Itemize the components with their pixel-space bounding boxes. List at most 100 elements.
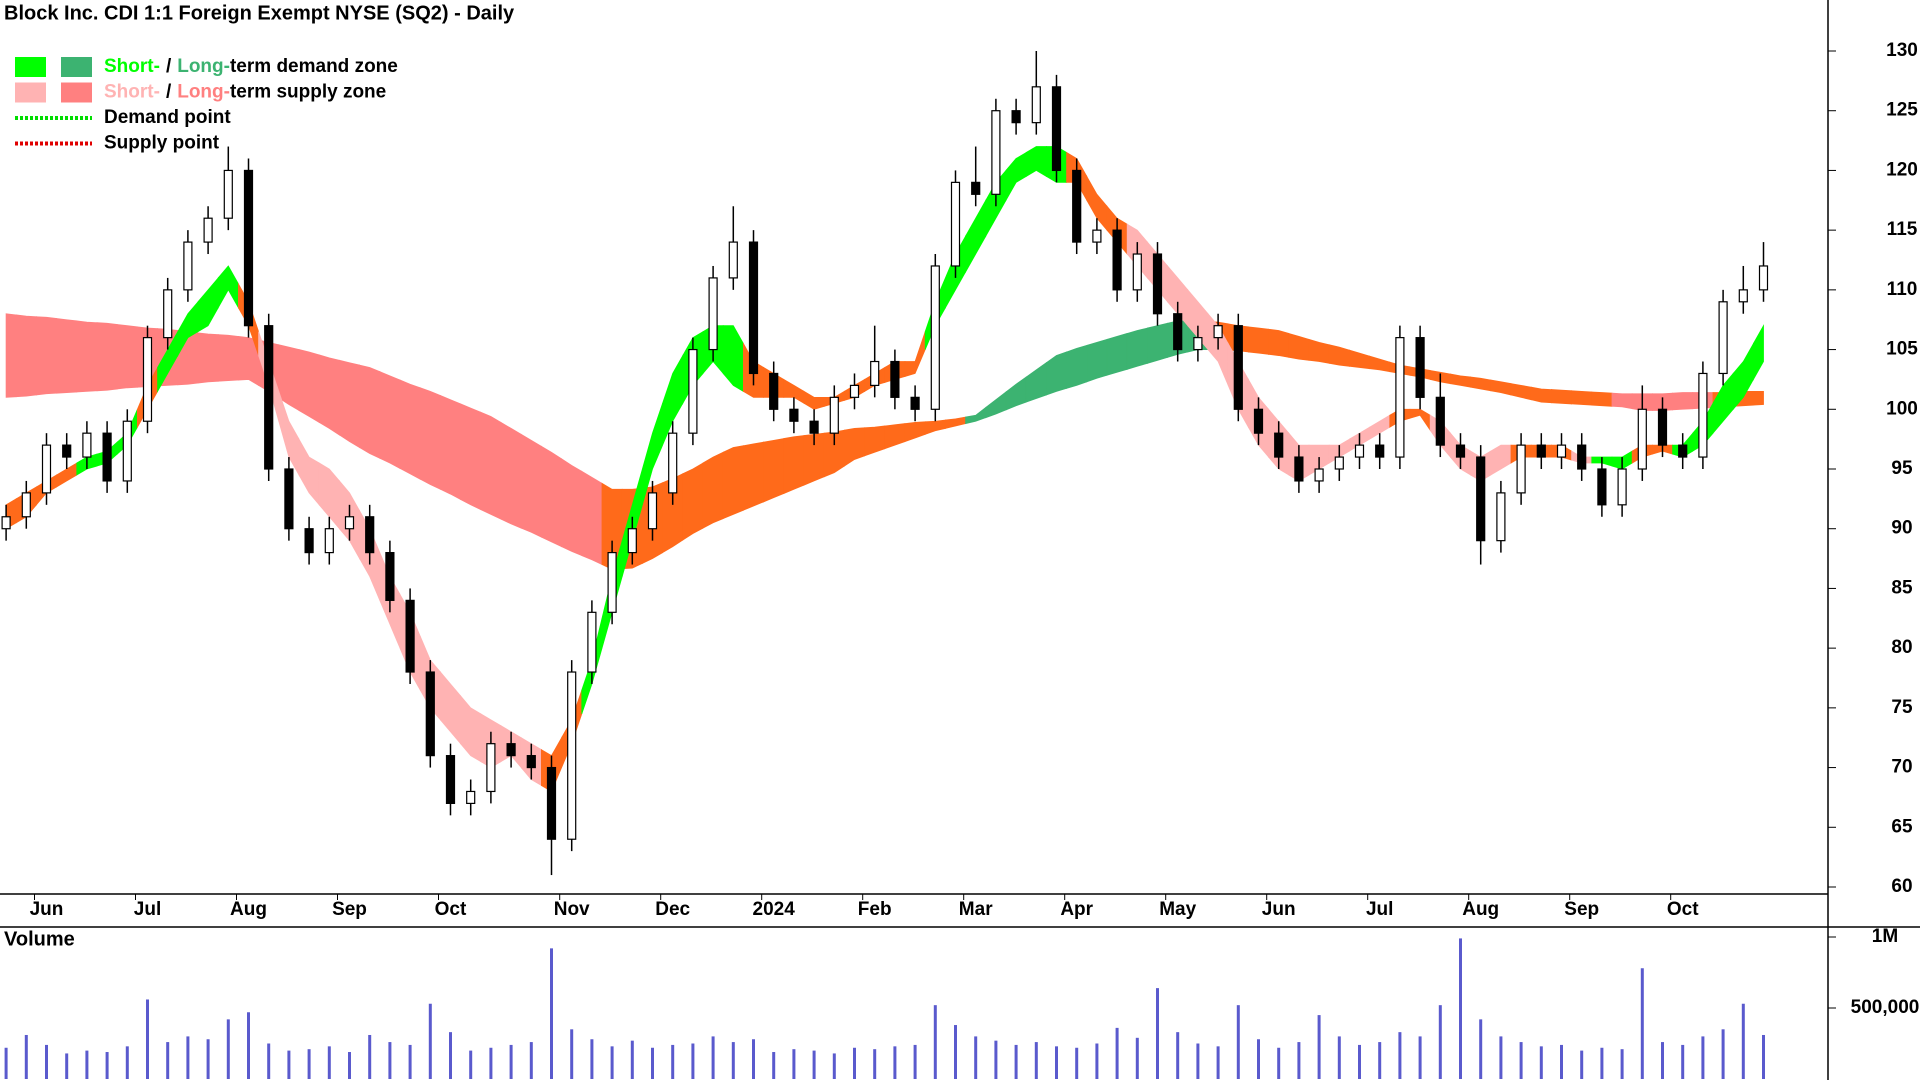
long-zone: [561, 458, 583, 557]
volume-bar: [529, 1042, 533, 1079]
volume-bar: [348, 1052, 351, 1079]
legend-label: Short- / Long-term supply zone: [104, 82, 386, 103]
x-tick-label: Jun: [30, 899, 64, 920]
volume-bar: [1156, 988, 1159, 1079]
long-zone: [1510, 383, 1532, 401]
y-tick-label: 100: [1886, 398, 1918, 419]
candle-body: [264, 325, 274, 470]
candle-body: [1193, 337, 1203, 351]
candle-body: [930, 265, 940, 410]
legend-swatch: [61, 57, 92, 77]
long-zone: [36, 316, 57, 396]
volume-bar: [1539, 1046, 1543, 1079]
volume-bar: [1701, 1036, 1705, 1079]
long-zone: [682, 462, 704, 541]
candle-body: [41, 444, 52, 494]
long-zone: [722, 445, 744, 520]
volume-bar: [691, 1043, 695, 1079]
volume-label: Volume: [4, 928, 75, 950]
candle-body: [950, 181, 961, 267]
x-tick-label: Aug: [1462, 899, 1499, 920]
candle-body: [1577, 444, 1587, 470]
volume-bar: [408, 1044, 412, 1079]
volume-bar: [1398, 1032, 1402, 1079]
short-zone: [965, 198, 987, 274]
volume-bar: [1055, 1046, 1058, 1079]
candle-body: [203, 217, 213, 243]
candle-body: [1637, 408, 1647, 470]
candle-body: [688, 348, 698, 434]
candle-body: [1476, 456, 1486, 542]
long-zone: [945, 416, 966, 429]
x-tick-label: Aug: [230, 899, 267, 920]
candle-body: [708, 277, 718, 351]
legend-sep: /: [166, 56, 172, 77]
volume-bar: [469, 1050, 473, 1079]
candle-body: [587, 611, 597, 673]
y-tick-label: 120: [1886, 159, 1918, 180]
y-tick-label: 500,000: [1851, 997, 1920, 1018]
short-zone: [1409, 408, 1431, 432]
volume-bar: [1620, 1049, 1624, 1079]
candle-body: [849, 384, 860, 398]
candle-body: [1556, 444, 1567, 458]
volume-bar: [1519, 1042, 1523, 1079]
long-zone: [520, 433, 542, 538]
candle-body: [1132, 253, 1142, 291]
long-zone: [1046, 351, 1067, 396]
volume-bar: [711, 1036, 715, 1079]
legend-sep: /: [166, 82, 172, 103]
volume-bar: [913, 1044, 917, 1079]
candle-body: [647, 492, 658, 530]
long-zone: [379, 371, 401, 470]
candle-body: [385, 551, 395, 601]
volume-bar: [954, 1025, 957, 1079]
legend-text: term supply zone: [230, 82, 386, 103]
candle-body: [890, 360, 900, 398]
candle-body: [486, 743, 496, 793]
y-tick-label: 80: [1891, 637, 1912, 658]
long-zone: [298, 349, 320, 424]
candle-body: [405, 599, 415, 673]
candle-body: [991, 110, 1001, 195]
long-zone: [5, 313, 17, 398]
long-zone: [1490, 379, 1512, 396]
volume-bar: [186, 1036, 190, 1079]
volume-bar: [772, 1052, 776, 1079]
volume-bar: [1257, 1039, 1260, 1079]
volume-bar: [4, 1047, 8, 1079]
long-zone: [844, 427, 865, 467]
long-zone: [359, 364, 381, 459]
long-zone: [1753, 390, 1764, 406]
candle-body: [607, 551, 617, 613]
long-zone: [1611, 392, 1633, 410]
volume-bar: [1277, 1047, 1281, 1079]
volume-bar: [166, 1042, 170, 1079]
candle-body: [1415, 337, 1425, 398]
candle-body: [102, 432, 112, 482]
legend-swatch: [61, 82, 92, 103]
volume-bar: [1479, 1019, 1483, 1079]
y-tick-label: 130: [1886, 40, 1918, 61]
candle-body: [425, 671, 435, 757]
volume-bar: [610, 1046, 614, 1079]
volume-bar: [893, 1046, 897, 1079]
long-zone: [924, 419, 946, 435]
short-zone: [1025, 146, 1047, 178]
candle-body: [1718, 301, 1728, 375]
short-zone: [803, 390, 825, 410]
legend-label: Supply point: [104, 133, 220, 154]
candle-body: [163, 289, 173, 339]
long-zone: [541, 445, 562, 548]
candle-body: [1072, 169, 1082, 243]
x-tick-label: Sep: [332, 899, 367, 920]
y-tick-label: 105: [1886, 339, 1918, 360]
volume-bar: [267, 1043, 271, 1079]
volume-bar: [671, 1044, 675, 1079]
y-tick-label: 110: [1887, 279, 1918, 300]
candle-body: [1011, 110, 1021, 124]
x-tick-label: Nov: [554, 899, 590, 920]
candle-body: [1758, 265, 1769, 291]
long-zone: [884, 423, 906, 450]
legend-short: Short-: [104, 56, 160, 77]
